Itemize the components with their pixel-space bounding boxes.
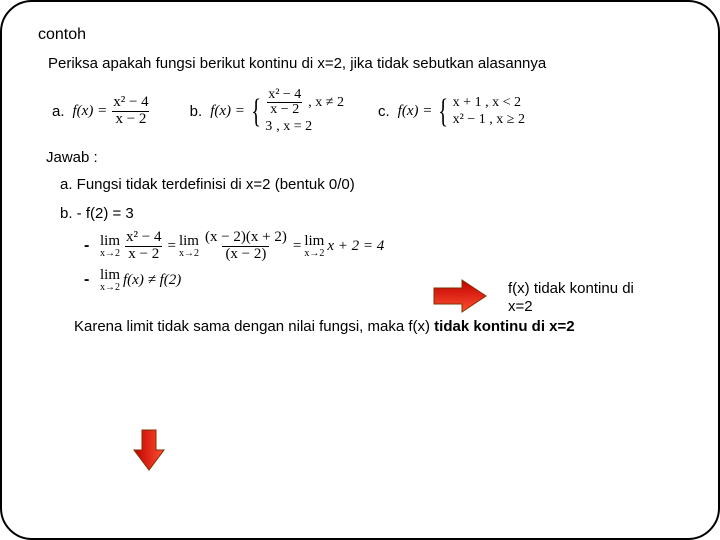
- answer-b-line1: - limx→2 x² − 4 x − 2 = limx→2 (x − 2)(x…: [84, 230, 682, 263]
- arrow-down-icon: [132, 428, 166, 472]
- options-row: a. f(x) = x² − 4 x − 2 b. f(x) = { x² − …: [52, 88, 668, 135]
- answer-b-head: b. - f(2) = 3: [60, 205, 682, 222]
- arrow-right-icon: [432, 278, 488, 314]
- option-c-label: c.: [378, 103, 390, 120]
- conclusion-bold: tidak kontinu di x=2: [434, 318, 574, 335]
- conclusion: Karena limit tidak sama dengan nilai fun…: [74, 318, 634, 337]
- conclusion-pre: Karena limit tidak sama dengan nilai fun…: [74, 318, 434, 335]
- option-a-label: a.: [52, 103, 65, 120]
- question-prompt: Periksa apakah fungsi berikut kontinu di…: [48, 54, 672, 74]
- jawab-heading: Jawab :: [46, 149, 674, 166]
- answer-a: a. Fungsi tidak terdefinisi di x=2 (bent…: [60, 176, 682, 193]
- slide-title: contoh: [38, 26, 682, 44]
- option-b-math: f(x) = { x² − 4 x − 2 , x ≠ 2 3 , x = 2: [210, 88, 344, 135]
- option-a-math: f(x) = x² − 4 x − 2: [73, 95, 152, 128]
- option-c-math: f(x) = { x + 1 , x < 2 x² − 1 , x ≥ 2: [398, 95, 525, 128]
- result-a: f(x) tidak kontinu di x=2: [508, 280, 658, 316]
- option-b-label: b.: [190, 103, 203, 120]
- slide-frame: contoh Periksa apakah fungsi berikut kon…: [0, 0, 720, 540]
